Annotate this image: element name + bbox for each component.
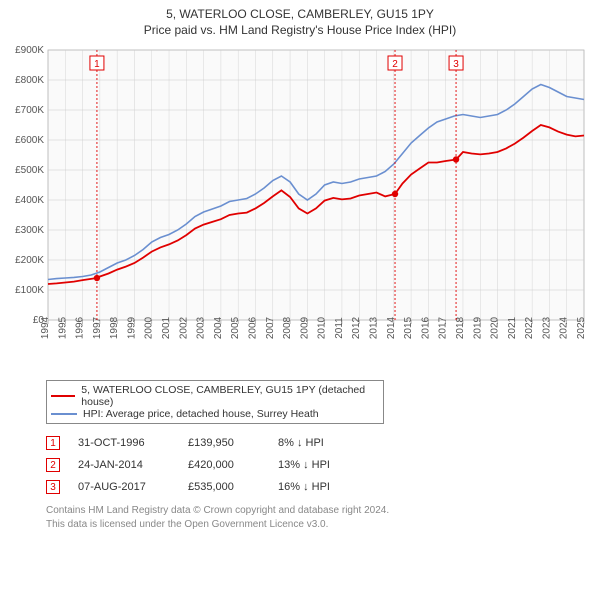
svg-text:1: 1 [94, 59, 100, 70]
svg-text:2010: 2010 [317, 317, 328, 340]
table-row: 2 24-JAN-2014 £420,000 13% ↓ HPI [46, 454, 592, 476]
legend-item: 5, WATERLOO CLOSE, CAMBERLEY, GU15 1PY (… [51, 384, 379, 408]
svg-text:2007: 2007 [265, 317, 276, 340]
sale-diff: 13% ↓ HPI [278, 459, 368, 471]
attribution: Contains HM Land Registry data © Crown c… [46, 504, 592, 531]
svg-text:2025: 2025 [576, 317, 587, 340]
svg-text:1994: 1994 [40, 317, 51, 340]
attribution-line: This data is licensed under the Open Gov… [46, 518, 592, 532]
svg-text:£500K: £500K [15, 165, 44, 176]
svg-text:£300K: £300K [15, 225, 44, 236]
svg-text:2022: 2022 [524, 317, 535, 340]
svg-text:2013: 2013 [369, 317, 380, 340]
price-chart: £0£100K£200K£300K£400K£500K£600K£700K£80… [8, 42, 592, 372]
svg-text:2002: 2002 [178, 317, 189, 340]
svg-text:£600K: £600K [15, 135, 44, 146]
svg-text:£700K: £700K [15, 105, 44, 116]
sale-date: 24-JAN-2014 [78, 459, 170, 471]
sale-date: 07-AUG-2017 [78, 481, 170, 493]
svg-text:2016: 2016 [420, 317, 431, 340]
legend: 5, WATERLOO CLOSE, CAMBERLEY, GU15 1PY (… [46, 380, 384, 424]
legend-label: HPI: Average price, detached house, Surr… [83, 408, 319, 420]
svg-text:2023: 2023 [541, 317, 552, 340]
svg-text:1996: 1996 [75, 317, 86, 340]
title-line-2: Price paid vs. HM Land Registry's House … [8, 22, 592, 38]
svg-text:2003: 2003 [196, 317, 207, 340]
svg-text:£200K: £200K [15, 255, 44, 266]
svg-text:2019: 2019 [472, 317, 483, 340]
svg-text:£100K: £100K [15, 285, 44, 296]
svg-text:2004: 2004 [213, 317, 224, 340]
svg-text:£400K: £400K [15, 195, 44, 206]
legend-swatch-hpi [51, 413, 77, 415]
svg-text:£800K: £800K [15, 75, 44, 86]
title-line-1: 5, WATERLOO CLOSE, CAMBERLEY, GU15 1PY [8, 6, 592, 22]
svg-text:1998: 1998 [109, 317, 120, 340]
svg-text:2005: 2005 [230, 317, 241, 340]
sale-price: £535,000 [188, 481, 260, 493]
sales-table: 1 31-OCT-1996 £139,950 8% ↓ HPI 2 24-JAN… [46, 432, 592, 498]
sale-price: £139,950 [188, 437, 260, 449]
sale-diff: 8% ↓ HPI [278, 437, 368, 449]
legend-label: 5, WATERLOO CLOSE, CAMBERLEY, GU15 1PY (… [81, 384, 379, 408]
svg-text:2018: 2018 [455, 317, 466, 340]
chart-svg: £0£100K£200K£300K£400K£500K£600K£700K£80… [8, 42, 592, 372]
table-row: 3 07-AUG-2017 £535,000 16% ↓ HPI [46, 476, 592, 498]
svg-text:£900K: £900K [15, 45, 44, 56]
chart-title-block: 5, WATERLOO CLOSE, CAMBERLEY, GU15 1PY P… [8, 6, 592, 38]
svg-text:2012: 2012 [351, 317, 362, 340]
svg-text:2011: 2011 [334, 317, 345, 339]
svg-text:2: 2 [392, 59, 398, 70]
table-row: 1 31-OCT-1996 £139,950 8% ↓ HPI [46, 432, 592, 454]
svg-text:2000: 2000 [144, 317, 155, 340]
svg-text:3: 3 [453, 59, 459, 70]
legend-item: HPI: Average price, detached house, Surr… [51, 408, 379, 420]
svg-text:2008: 2008 [282, 317, 293, 340]
svg-text:1999: 1999 [126, 317, 137, 340]
svg-text:2009: 2009 [299, 317, 310, 340]
sale-price: £420,000 [188, 459, 260, 471]
svg-text:2006: 2006 [247, 317, 258, 340]
svg-text:1995: 1995 [57, 317, 68, 340]
svg-text:2024: 2024 [559, 317, 570, 340]
sale-date: 31-OCT-1996 [78, 437, 170, 449]
svg-text:2017: 2017 [438, 317, 449, 340]
legend-swatch-price [51, 395, 75, 397]
svg-text:2015: 2015 [403, 317, 414, 340]
svg-text:2021: 2021 [507, 317, 518, 340]
sale-marker-2: 2 [46, 458, 60, 472]
sale-marker-1: 1 [46, 436, 60, 450]
svg-text:2001: 2001 [161, 317, 172, 340]
sale-marker-3: 3 [46, 480, 60, 494]
attribution-line: Contains HM Land Registry data © Crown c… [46, 504, 592, 518]
sale-diff: 16% ↓ HPI [278, 481, 368, 493]
svg-text:2020: 2020 [490, 317, 501, 340]
